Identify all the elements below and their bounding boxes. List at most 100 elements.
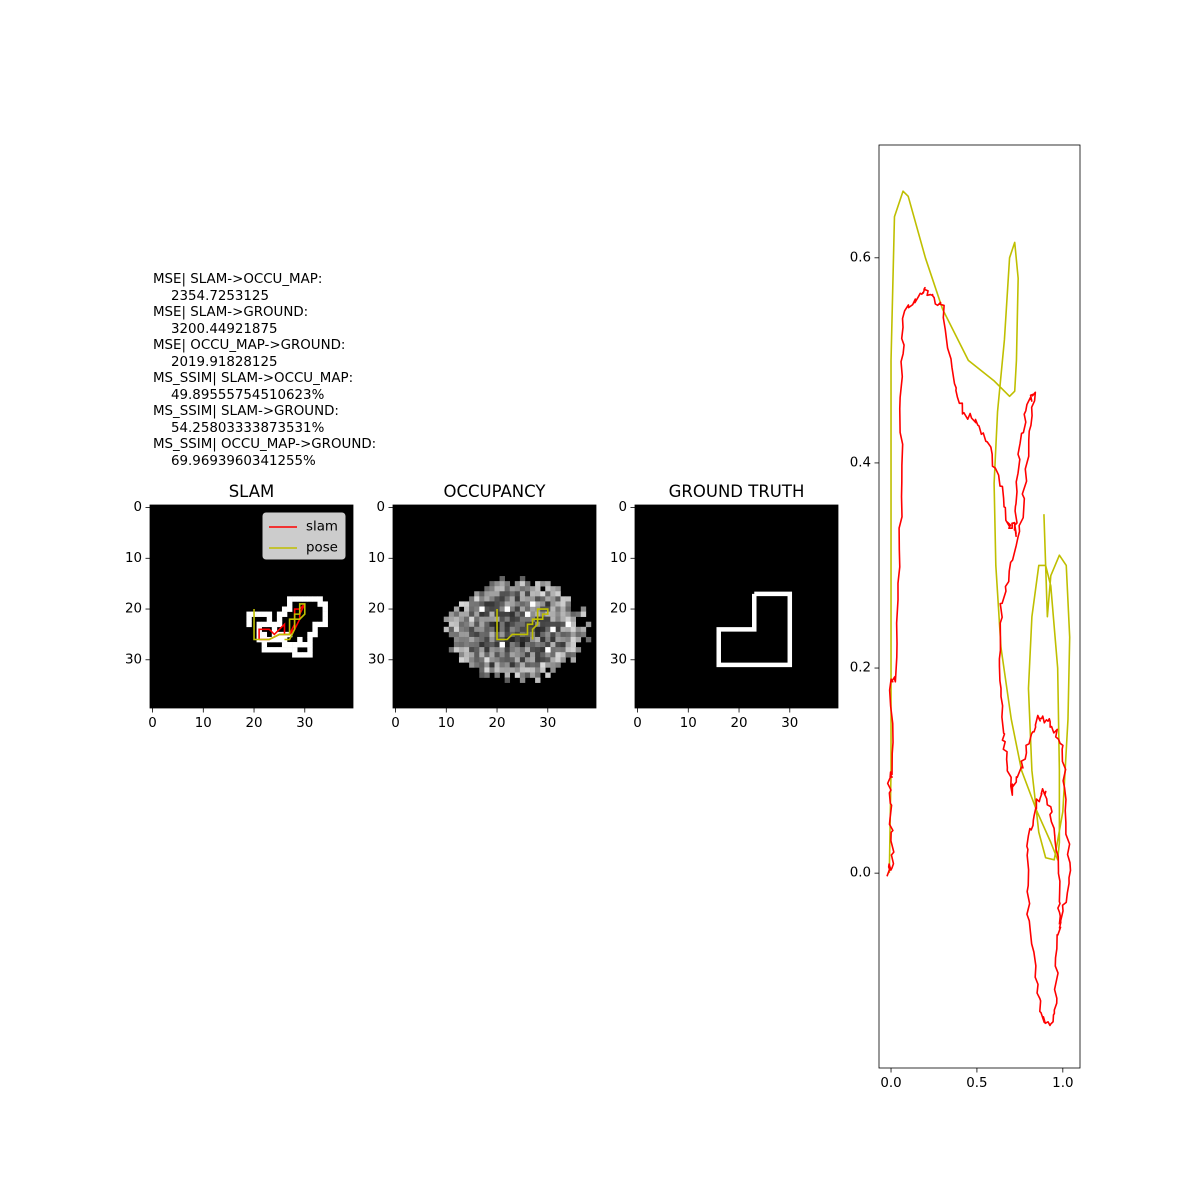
occupancy-cell — [479, 662, 485, 668]
x-tick-label: 0 — [148, 716, 157, 731]
map-wall-cell — [261, 647, 268, 653]
occupancy-cell — [580, 626, 587, 633]
map-wall-cell — [246, 621, 252, 628]
metric-value: 69.9693960341255% — [171, 454, 316, 470]
occupancy-cell — [484, 662, 490, 668]
map-wall-cell — [276, 611, 283, 617]
map-wall-cell — [317, 601, 323, 607]
axes-frame — [634, 504, 839, 709]
occupancy-cell — [499, 586, 505, 592]
occupancy-cell — [555, 601, 561, 607]
occupancy-cell — [494, 672, 500, 678]
metric-value: 54.25803333873531% — [171, 420, 325, 436]
occupancy-cell — [453, 616, 460, 623]
occupancy-cell — [545, 586, 551, 592]
occupancy-cell — [474, 642, 480, 648]
occupancy-cell — [509, 626, 516, 633]
occupancy-cell — [479, 616, 485, 623]
panel-title: OCCUPANCY — [444, 482, 547, 501]
y-tick-label: 30 — [610, 652, 627, 667]
occupancy-cell — [489, 581, 495, 587]
metric-label: MS_SSIM| SLAM->OCCU_MAP: — [153, 371, 354, 387]
occupancy-cell — [469, 657, 475, 663]
occupancy-cell — [504, 626, 511, 633]
occupancy-cell — [514, 672, 521, 678]
pose-series-line — [253, 603, 306, 641]
x-tick-label: 10 — [195, 716, 212, 731]
y-tick-label: 0.4 — [850, 455, 871, 470]
occupancy-cell — [464, 631, 470, 638]
occupancy-cell — [550, 657, 556, 663]
occupancy-cell — [469, 642, 475, 648]
occupancy-cell — [560, 601, 566, 607]
axes-frame — [392, 504, 597, 709]
map-wall-cell — [261, 611, 268, 617]
map-background — [635, 505, 838, 708]
occupancy-cell — [514, 586, 521, 592]
occupancy-cell — [535, 601, 541, 607]
occupancy-cell — [474, 647, 480, 653]
occupancy-cell — [474, 626, 480, 633]
occupancy-cell — [469, 652, 475, 658]
map-wall-cell — [302, 652, 308, 658]
occupancy-cell — [555, 591, 561, 597]
occupancy-cell — [519, 606, 526, 612]
occupancy-cell — [499, 616, 505, 623]
occupancy-cell — [524, 636, 531, 643]
occupancy-cell — [519, 601, 526, 607]
occupancy-cell — [509, 657, 516, 663]
occupancy-cell — [550, 652, 556, 658]
x-tick-label: 10 — [438, 716, 455, 731]
occupancy-cell — [479, 631, 485, 638]
occupancy-cell — [464, 621, 470, 628]
occupancy-cell — [499, 601, 505, 607]
map-wall-cell — [292, 596, 298, 602]
occupancy-cell — [514, 667, 521, 673]
occupancy-cell — [570, 631, 576, 638]
occupancy-cell — [474, 662, 480, 668]
occupancy-cell — [550, 631, 556, 638]
occupancy-cell — [519, 647, 526, 653]
occupancy-cell — [509, 642, 516, 648]
occupancy-cell — [469, 626, 475, 633]
occupancy-cell — [535, 626, 541, 633]
occupancy-cell — [524, 581, 531, 587]
occupancy-cell — [504, 677, 511, 683]
occupancy-cell — [464, 636, 470, 643]
occupancy-cell — [555, 586, 561, 592]
occupancy-cell — [514, 606, 521, 612]
occupancy-cell — [484, 616, 490, 623]
occupancy-cell — [484, 667, 490, 673]
y-tick-label: 0.0 — [850, 866, 871, 881]
occupancy-cell — [519, 591, 526, 597]
occupancy-cell — [479, 596, 485, 602]
occupancy-cell — [514, 596, 521, 602]
occupancy-cell — [540, 596, 546, 602]
occupancy-cell — [494, 581, 500, 587]
map-wall-cell — [266, 611, 273, 617]
pose-legend-label: pose — [306, 541, 338, 556]
occupancy-cell — [504, 601, 511, 607]
occupancy-cell — [474, 631, 480, 638]
map-wall-cell — [261, 621, 268, 628]
map-wall-cell — [287, 606, 293, 612]
occupancy-cell — [550, 621, 556, 628]
map-wall-cell — [307, 652, 313, 658]
occupancy-cell — [448, 647, 455, 653]
axes-frame — [149, 504, 354, 709]
occupancy-cell — [514, 611, 521, 617]
occupancy-cell — [489, 631, 495, 638]
occupancy-cell — [535, 647, 541, 653]
occupancy-cell — [484, 606, 490, 612]
occupancy-cell — [499, 576, 505, 582]
occupancy-cell — [575, 626, 582, 633]
occupancy-cell — [550, 611, 556, 617]
map-wall-cell — [256, 621, 262, 628]
occupancy-cell — [535, 631, 541, 638]
occupancy-cell — [504, 606, 511, 612]
occupancy-cell — [494, 647, 500, 653]
slam-trajectory-line — [886, 286, 1072, 1027]
occupancy-cell — [530, 672, 536, 678]
map-wall-cell — [307, 596, 313, 602]
